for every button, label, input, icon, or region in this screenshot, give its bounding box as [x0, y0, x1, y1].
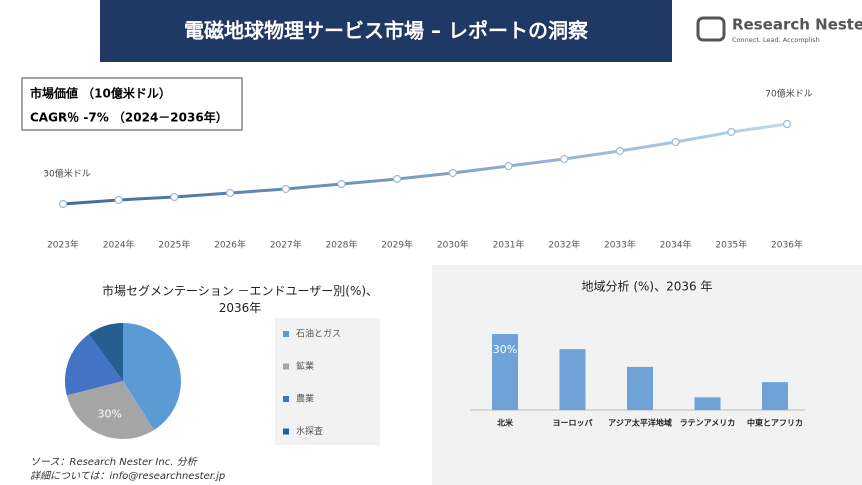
footer-source: ソース：Research Nester Inc. 分析: [30, 456, 198, 468]
info-box: [21, 77, 243, 131]
x-tick-label: アジア太平洋地域: [608, 418, 672, 428]
legend-label: 鉱業: [296, 360, 314, 372]
point: [281, 184, 290, 194]
cagr: CAGR％ -7% （2024－2036年）: [30, 110, 228, 125]
point: [114, 195, 123, 205]
value-label: 30億米ドル: [43, 168, 90, 180]
x-tick-label: 2033年: [604, 239, 636, 251]
x-tick-label: ラテンアメリカ: [680, 419, 736, 428]
point: [448, 168, 457, 178]
x-tick-label: 中東とアフリカ: [747, 418, 803, 428]
value-label: 30%: [98, 407, 122, 420]
header-bar: [100, 0, 672, 62]
x-tick-label: 2029年: [381, 239, 413, 251]
point: [727, 127, 736, 137]
pie-slice: [88, 323, 123, 381]
x-tick-label: 2023年: [47, 239, 79, 251]
value-label: 70億米ドル: [765, 88, 812, 100]
value-label: 30%: [493, 343, 517, 356]
point: [225, 188, 235, 198]
bar: [762, 382, 788, 410]
legend-label: 石油とガス: [296, 328, 341, 340]
pie-slice: [123, 323, 181, 430]
footer-contact: 詳細については：info@researchnester.jp: [30, 470, 225, 482]
logo-icon: [696, 16, 726, 42]
logo-name: Research Nester: [732, 16, 862, 34]
bar: [559, 349, 586, 410]
x-tick-label: 2032年: [548, 239, 580, 251]
bar-title: 地域分析 (%)、2036 年: [582, 280, 713, 294]
x-tick-label: 2028年: [326, 239, 358, 251]
point: [560, 154, 569, 164]
legend-swatch: [283, 396, 289, 402]
legend-swatch: [283, 428, 289, 435]
x-tick-label: 2026年: [214, 239, 246, 251]
x-tick-label: 2031年: [493, 239, 525, 251]
bar: [694, 397, 721, 410]
x-tick-label: 2024年: [103, 239, 135, 251]
point: [504, 161, 513, 171]
x-tick-label: 2036年: [771, 239, 803, 251]
pie-slice: [66, 381, 155, 440]
logo-tagline: Connect. Lead. Accomplish: [732, 36, 820, 44]
legend-swatch: [283, 331, 289, 337]
point: [615, 146, 625, 156]
legend-box: [275, 318, 380, 445]
pie-title: 市場セグメンテーション －エンドユーザー別(%)、 2036年: [102, 283, 378, 315]
point: [337, 179, 346, 189]
x-tick-label: 2035年: [715, 239, 747, 251]
x-tick-label: ヨーロッパ: [553, 418, 593, 428]
bar: [492, 334, 518, 410]
x-tick-label: 北米: [497, 418, 514, 428]
line: [62, 122, 788, 206]
x-tick-label: 2027年: [270, 239, 302, 251]
point: [671, 137, 680, 147]
header-title: 電磁地球物理サービス市場 – レポートの洞察: [184, 19, 589, 43]
point: [170, 192, 179, 202]
point: [58, 199, 68, 209]
point: [393, 174, 402, 184]
legend-label: 水探査: [296, 425, 323, 437]
pie-slice: [65, 334, 123, 396]
legend-swatch: [283, 363, 289, 370]
x-tick-label: 2025年: [158, 239, 190, 251]
x-tick-label: 2034年: [660, 239, 692, 251]
point: [782, 119, 792, 129]
bar: [627, 366, 653, 410]
legend-label: 農業: [296, 393, 314, 405]
x-tick-label: 2030年: [437, 239, 469, 251]
market-value: 市場価値 （10億米ドル）: [30, 86, 171, 101]
